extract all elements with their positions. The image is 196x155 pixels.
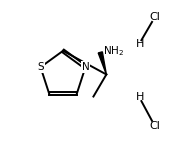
Polygon shape: [98, 52, 106, 74]
Text: H: H: [136, 92, 144, 102]
Text: N: N: [82, 62, 89, 72]
Text: S: S: [37, 62, 44, 72]
Text: Cl: Cl: [150, 12, 161, 22]
Text: NH$_2$: NH$_2$: [103, 44, 124, 58]
Text: H: H: [136, 39, 144, 49]
Text: Cl: Cl: [150, 121, 161, 131]
